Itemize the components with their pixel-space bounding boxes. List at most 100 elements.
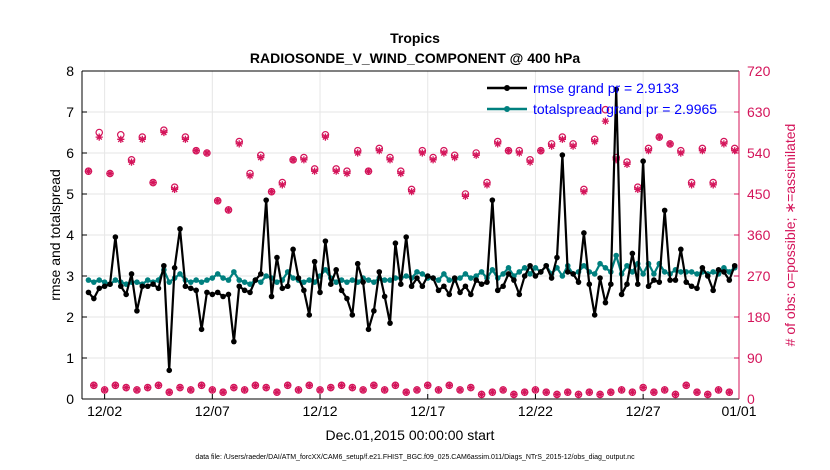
- rmse-point: [478, 281, 485, 288]
- obs-assimilated-marker: [90, 381, 98, 389]
- right-y-tick-label: 630: [747, 104, 771, 120]
- rmse-point: [117, 283, 124, 290]
- obs-assimilated-marker: [693, 388, 701, 396]
- totalspread-point: [591, 271, 598, 277]
- rmse-point: [661, 207, 668, 214]
- rmse-point: [640, 158, 646, 164]
- totalspread-point: [247, 281, 253, 288]
- obs-assimilated-marker: [273, 388, 281, 396]
- totalspread-point: [209, 275, 216, 281]
- rmse-point: [441, 283, 447, 290]
- rmse-series: [85, 86, 738, 374]
- legend-rmse-label: rmse grand pr = 2.9133: [533, 80, 679, 96]
- rmse-point: [489, 197, 496, 203]
- rmse-point: [338, 287, 345, 294]
- obs-assimilated-marker: [424, 381, 432, 389]
- obs-assimilated-marker: [165, 388, 173, 396]
- rmse-point: [581, 230, 587, 236]
- obs-assimilated-marker: [402, 388, 410, 396]
- obs-assimilated-marker: [467, 384, 475, 392]
- obs-assimilated-marker: [246, 172, 254, 180]
- totalspread-point: [322, 267, 329, 273]
- rmse-point: [144, 283, 151, 290]
- obs-assimilated-marker: [548, 142, 556, 150]
- rmse-point: [710, 287, 716, 294]
- obs-assimilated-marker: [591, 138, 599, 146]
- obs-assimilated-marker: [375, 147, 383, 155]
- rmse-point: [301, 287, 307, 294]
- right-y-tick-label: 360: [747, 227, 771, 243]
- totalspread-point: [371, 279, 377, 285]
- obs-assimilated-marker: [332, 167, 340, 175]
- obs-assimilated-marker: [149, 179, 157, 187]
- rmse-point: [570, 271, 576, 277]
- rmse-point: [193, 287, 199, 294]
- rmse-point: [683, 279, 690, 285]
- obs-assimilated-marker: [154, 381, 163, 389]
- totalspread-point: [629, 269, 636, 275]
- rmse-point: [177, 226, 183, 232]
- rmse-point: [699, 265, 706, 271]
- rmse-point: [252, 277, 259, 283]
- right-y-tick-label: 270: [747, 268, 771, 284]
- obs-assimilated-marker: [504, 147, 513, 155]
- totalspread-point: [381, 277, 388, 283]
- obs-assimilated-marker: [714, 386, 723, 394]
- totalspread-point: [688, 269, 695, 275]
- obs-assimilated-marker: [483, 181, 491, 189]
- chart-title: Tropics: [390, 30, 440, 46]
- obs-assimilated-marker: [198, 381, 206, 389]
- rmse-point: [484, 279, 490, 285]
- x-tick-label: 12/12: [303, 403, 338, 419]
- rmse-point: [726, 277, 733, 283]
- obs-assimilated-marker: [289, 156, 297, 164]
- obs-assimilated-marker: [558, 135, 566, 143]
- obs-assimilated-marker: [278, 181, 286, 189]
- left-y-tick-label: 5: [66, 186, 74, 202]
- rmse-point: [462, 283, 469, 290]
- totalspread-point: [602, 265, 609, 271]
- totalspread-point: [516, 269, 523, 275]
- obs-assimilated-marker: [208, 386, 216, 394]
- x-tick-label: 12/27: [626, 403, 661, 419]
- obs-assimilated-marker: [666, 140, 674, 148]
- rmse-point: [360, 279, 366, 285]
- obs-assimilated-marker: [569, 142, 577, 150]
- obs-assimilated-marker: [327, 384, 335, 392]
- rmse-point: [241, 287, 248, 294]
- rmse-point: [516, 291, 523, 298]
- rmse-point: [634, 281, 641, 288]
- rmse-point: [322, 238, 329, 244]
- obs-assimilated-marker: [515, 149, 523, 157]
- obs-assimilated-marker: [316, 386, 324, 394]
- rmse-point: [704, 273, 711, 279]
- rmse-point: [645, 283, 652, 290]
- totalspread-point: [478, 269, 485, 275]
- obs-assimilated-marker: [192, 147, 200, 155]
- left-y-tick-label: 1: [66, 350, 74, 366]
- rmse-point: [430, 275, 436, 281]
- totalspread-point: [521, 265, 528, 271]
- left-y-tick-label: 3: [66, 268, 74, 284]
- rmse-point: [274, 254, 280, 261]
- obs-assimilated-marker: [311, 167, 319, 175]
- obs-assimilated-marker: [133, 386, 141, 394]
- totalspread-point: [187, 279, 194, 285]
- obs-assimilated-marker: [601, 117, 609, 125]
- rmse-point: [263, 197, 269, 203]
- totalspread-point: [236, 277, 243, 283]
- rmse-point: [365, 326, 372, 333]
- obs-assimilated-marker: [607, 388, 615, 396]
- obs-assimilated-marker: [284, 381, 292, 389]
- totalspread-point: [403, 273, 409, 279]
- rmse-point: [182, 283, 189, 290]
- obs-assimilated-marker: [542, 388, 550, 396]
- rmse-point: [134, 308, 140, 314]
- obs-assimilated-marker: [418, 149, 426, 157]
- x-tick-label: 12/02: [87, 403, 122, 419]
- rmse-point: [731, 262, 738, 269]
- totalspread-point: [274, 279, 280, 285]
- obs-assimilated-marker: [456, 386, 464, 394]
- obs-assimilated-marker: [321, 133, 329, 141]
- right-y-tick-label: 0: [747, 391, 755, 407]
